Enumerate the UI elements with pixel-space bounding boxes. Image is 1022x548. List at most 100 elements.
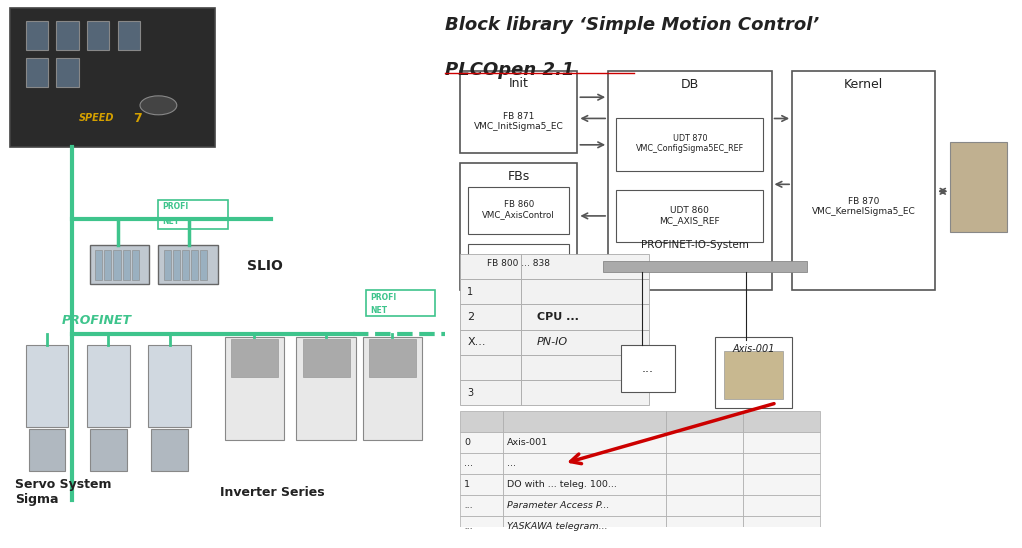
FancyBboxPatch shape xyxy=(460,474,503,495)
FancyBboxPatch shape xyxy=(369,339,416,376)
FancyBboxPatch shape xyxy=(460,453,503,474)
FancyBboxPatch shape xyxy=(521,279,649,304)
FancyBboxPatch shape xyxy=(231,339,278,376)
FancyBboxPatch shape xyxy=(616,190,763,242)
Text: DO with ... teleg. 100...: DO with ... teleg. 100... xyxy=(507,480,617,489)
FancyBboxPatch shape xyxy=(56,58,79,87)
FancyBboxPatch shape xyxy=(132,250,139,280)
Text: Init: Init xyxy=(509,77,528,90)
FancyBboxPatch shape xyxy=(460,495,503,516)
FancyBboxPatch shape xyxy=(191,250,198,280)
FancyBboxPatch shape xyxy=(460,71,577,153)
Text: 2: 2 xyxy=(467,312,474,322)
FancyBboxPatch shape xyxy=(468,244,569,283)
Text: SPEED: SPEED xyxy=(80,113,114,123)
FancyBboxPatch shape xyxy=(503,495,666,516)
FancyBboxPatch shape xyxy=(164,250,171,280)
FancyBboxPatch shape xyxy=(87,21,109,50)
FancyBboxPatch shape xyxy=(460,330,521,355)
FancyBboxPatch shape xyxy=(468,187,569,235)
Text: 1: 1 xyxy=(467,287,473,297)
FancyBboxPatch shape xyxy=(460,254,521,279)
Text: NET: NET xyxy=(370,306,387,315)
FancyBboxPatch shape xyxy=(460,304,521,330)
FancyBboxPatch shape xyxy=(724,351,783,398)
FancyBboxPatch shape xyxy=(666,516,743,537)
Text: Kernel: Kernel xyxy=(844,78,883,92)
FancyBboxPatch shape xyxy=(460,411,503,432)
FancyBboxPatch shape xyxy=(950,142,1007,232)
Text: PROFI: PROFI xyxy=(370,293,397,302)
FancyBboxPatch shape xyxy=(503,453,666,474)
FancyBboxPatch shape xyxy=(792,71,935,290)
FancyBboxPatch shape xyxy=(90,245,149,284)
Text: NET: NET xyxy=(162,217,180,226)
Text: FB 860
VMC_AxisControl: FB 860 VMC_AxisControl xyxy=(482,200,555,219)
Text: PN-IO: PN-IO xyxy=(537,338,567,347)
FancyBboxPatch shape xyxy=(743,474,820,495)
Text: ...: ... xyxy=(464,501,473,510)
FancyBboxPatch shape xyxy=(521,254,649,279)
FancyBboxPatch shape xyxy=(666,432,743,453)
FancyBboxPatch shape xyxy=(608,71,772,290)
Text: ...: ... xyxy=(464,543,473,548)
FancyBboxPatch shape xyxy=(743,432,820,453)
Circle shape xyxy=(140,96,177,115)
FancyBboxPatch shape xyxy=(460,516,503,537)
Text: X...: X... xyxy=(467,338,485,347)
Text: Servo System
Sigma: Servo System Sigma xyxy=(15,478,111,506)
FancyBboxPatch shape xyxy=(743,537,820,548)
Text: ...: ... xyxy=(642,362,654,375)
FancyBboxPatch shape xyxy=(460,163,577,290)
FancyBboxPatch shape xyxy=(460,537,503,548)
Text: Parameter Access P...: Parameter Access P... xyxy=(507,501,609,510)
FancyBboxPatch shape xyxy=(521,355,649,380)
Text: Axis-001: Axis-001 xyxy=(507,438,548,447)
Text: SLIO: SLIO xyxy=(247,259,283,273)
Text: ...: ... xyxy=(464,522,473,531)
FancyBboxPatch shape xyxy=(743,516,820,537)
Text: PLCOpen 2.1: PLCOpen 2.1 xyxy=(445,61,574,78)
Text: 3: 3 xyxy=(467,388,473,398)
FancyBboxPatch shape xyxy=(460,380,521,406)
FancyBboxPatch shape xyxy=(29,429,65,471)
Text: 7: 7 xyxy=(134,112,142,125)
FancyBboxPatch shape xyxy=(87,345,130,426)
Text: PROFI: PROFI xyxy=(162,202,189,212)
FancyBboxPatch shape xyxy=(56,21,79,50)
FancyBboxPatch shape xyxy=(521,380,649,406)
FancyBboxPatch shape xyxy=(460,279,521,304)
Text: FB 800 ... 838: FB 800 ... 838 xyxy=(487,259,550,268)
FancyBboxPatch shape xyxy=(743,411,820,432)
FancyBboxPatch shape xyxy=(621,345,675,392)
FancyBboxPatch shape xyxy=(363,337,422,439)
FancyBboxPatch shape xyxy=(503,516,666,537)
FancyBboxPatch shape xyxy=(666,453,743,474)
FancyBboxPatch shape xyxy=(521,304,649,330)
Text: 0: 0 xyxy=(464,438,470,447)
FancyBboxPatch shape xyxy=(503,411,666,432)
FancyBboxPatch shape xyxy=(95,250,102,280)
FancyBboxPatch shape xyxy=(26,21,48,50)
Text: Block library ‘Simple Motion Control’: Block library ‘Simple Motion Control’ xyxy=(445,16,819,34)
FancyBboxPatch shape xyxy=(148,345,191,426)
Text: FB 870
VMC_KernelSigma5_EC: FB 870 VMC_KernelSigma5_EC xyxy=(811,197,916,216)
FancyBboxPatch shape xyxy=(460,432,503,453)
FancyBboxPatch shape xyxy=(743,453,820,474)
FancyBboxPatch shape xyxy=(26,345,68,426)
Text: CPU ...: CPU ... xyxy=(537,312,578,322)
FancyBboxPatch shape xyxy=(296,337,356,439)
FancyBboxPatch shape xyxy=(173,250,180,280)
Text: UDT 870
VMC_ConfigSigma5EC_REF: UDT 870 VMC_ConfigSigma5EC_REF xyxy=(636,134,744,153)
FancyBboxPatch shape xyxy=(503,432,666,453)
FancyBboxPatch shape xyxy=(666,411,743,432)
Text: PROFINET-IO-System: PROFINET-IO-System xyxy=(641,239,749,250)
FancyBboxPatch shape xyxy=(303,339,350,376)
FancyBboxPatch shape xyxy=(118,21,140,50)
FancyBboxPatch shape xyxy=(715,337,792,408)
FancyBboxPatch shape xyxy=(743,495,820,516)
FancyBboxPatch shape xyxy=(151,429,188,471)
FancyBboxPatch shape xyxy=(10,8,215,147)
FancyBboxPatch shape xyxy=(666,474,743,495)
Text: FB 871
VMC_InitSigma5_EC: FB 871 VMC_InitSigma5_EC xyxy=(474,112,563,132)
